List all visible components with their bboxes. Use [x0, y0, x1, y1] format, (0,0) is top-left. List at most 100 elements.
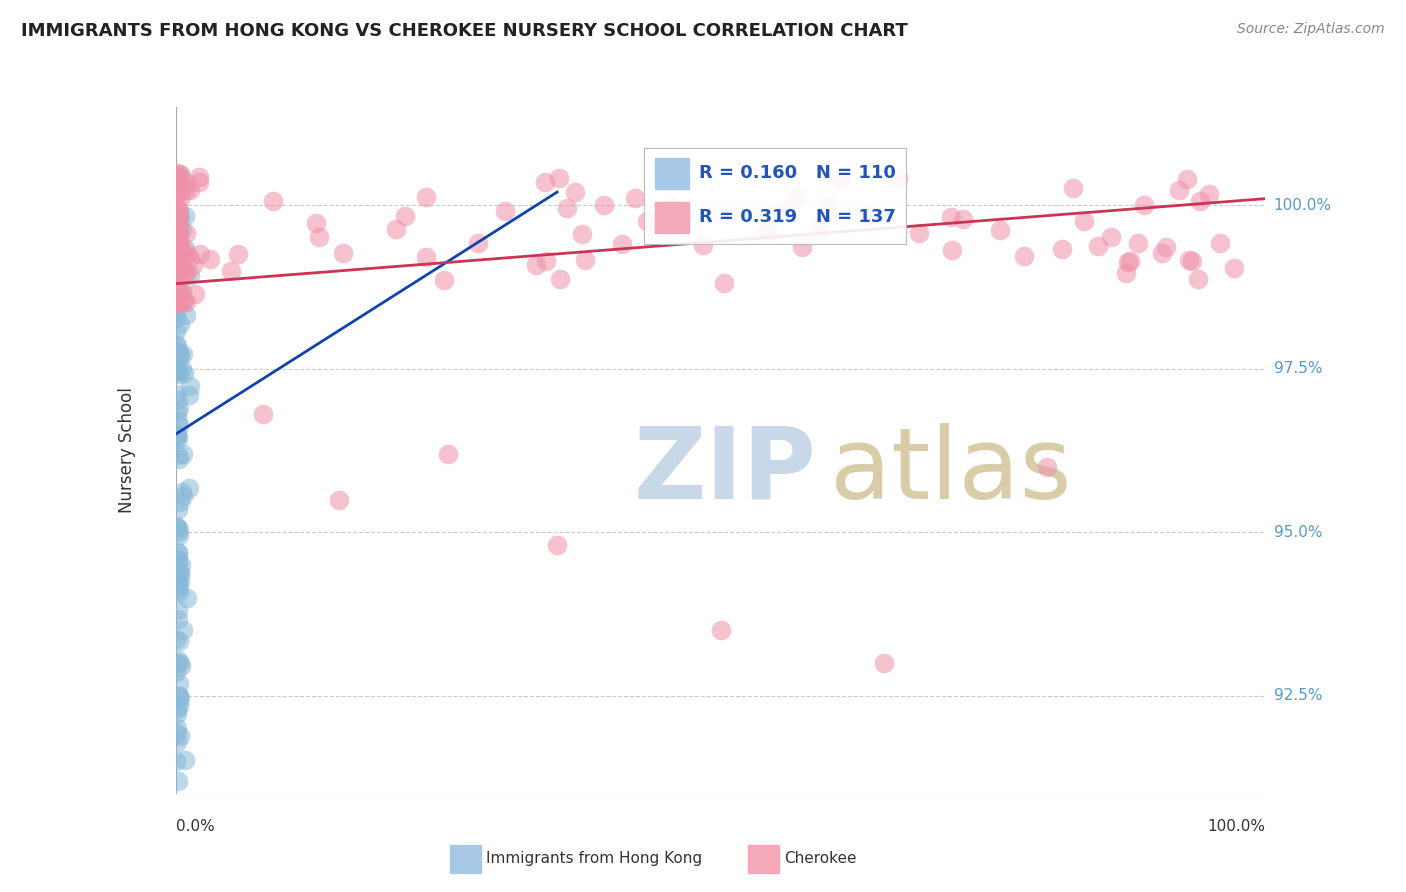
- Point: [166, 546, 188, 560]
- Text: 97.5%: 97.5%: [1274, 361, 1322, 376]
- Point: [166, 502, 188, 516]
- Text: 0.0%: 0.0%: [176, 819, 215, 834]
- Point: [773, 202, 796, 216]
- Point: [494, 203, 516, 218]
- Point: [524, 258, 547, 272]
- Point: [1181, 254, 1204, 268]
- Point: [167, 244, 190, 259]
- Text: Immigrants from Hong Kong: Immigrants from Hong Kong: [486, 851, 703, 866]
- Point: [328, 492, 350, 507]
- Point: [169, 210, 191, 224]
- Bar: [655, 158, 689, 188]
- Point: [308, 229, 330, 244]
- Point: [593, 198, 616, 212]
- Point: [167, 574, 190, 589]
- Point: [198, 252, 221, 267]
- Point: [166, 175, 188, 189]
- Point: [166, 520, 188, 534]
- Point: [188, 247, 211, 261]
- Point: [169, 318, 191, 332]
- Point: [166, 337, 188, 351]
- Point: [187, 169, 209, 184]
- Point: [1187, 272, 1209, 286]
- Point: [167, 452, 190, 467]
- Point: [385, 222, 408, 236]
- Point: [169, 287, 191, 301]
- Point: [165, 268, 187, 283]
- Point: [166, 173, 188, 187]
- Point: [167, 579, 190, 593]
- Point: [166, 218, 188, 232]
- Point: [165, 387, 187, 401]
- Point: [887, 170, 910, 185]
- Point: [166, 166, 188, 180]
- Point: [176, 591, 198, 605]
- Point: [1050, 242, 1073, 256]
- Text: Source: ZipAtlas.com: Source: ZipAtlas.com: [1237, 22, 1385, 37]
- Point: [165, 754, 187, 768]
- Point: [167, 266, 190, 280]
- Point: [170, 260, 193, 274]
- Point: [394, 209, 416, 223]
- Point: [555, 202, 578, 216]
- Point: [166, 256, 188, 270]
- Point: [169, 348, 191, 362]
- Point: [167, 279, 190, 293]
- Point: [1167, 183, 1189, 197]
- Point: [169, 566, 191, 581]
- Point: [1012, 249, 1035, 263]
- Point: [169, 729, 191, 743]
- Point: [166, 247, 188, 261]
- Point: [908, 226, 931, 240]
- Point: [176, 308, 198, 322]
- Point: [174, 241, 197, 255]
- Point: [988, 223, 1011, 237]
- Point: [169, 419, 191, 434]
- Point: [1099, 229, 1122, 244]
- Point: [167, 295, 190, 310]
- Point: [252, 408, 274, 422]
- Point: [467, 235, 489, 250]
- Point: [167, 689, 190, 703]
- Point: [166, 243, 188, 257]
- Point: [179, 183, 201, 197]
- Point: [437, 447, 460, 461]
- Point: [165, 305, 187, 319]
- Point: [807, 224, 830, 238]
- Text: 100.0%: 100.0%: [1208, 819, 1265, 834]
- Point: [167, 271, 190, 285]
- Point: [548, 272, 571, 286]
- Point: [169, 574, 191, 588]
- Point: [166, 224, 188, 238]
- Point: [169, 495, 191, 509]
- Point: [169, 347, 191, 361]
- Point: [167, 203, 190, 218]
- Point: [166, 175, 188, 189]
- Point: [176, 176, 198, 190]
- Point: [166, 260, 188, 274]
- Point: [534, 253, 557, 268]
- Point: [165, 324, 187, 338]
- Point: [165, 344, 187, 359]
- Point: [174, 267, 197, 281]
- Point: [1154, 240, 1177, 254]
- Point: [167, 260, 190, 274]
- Point: [166, 544, 188, 558]
- Point: [166, 405, 188, 419]
- Point: [174, 183, 197, 197]
- Point: [172, 181, 194, 195]
- Point: [166, 365, 188, 379]
- Point: [167, 221, 190, 235]
- Point: [170, 361, 193, 376]
- Point: [174, 294, 197, 309]
- Point: [169, 633, 191, 648]
- Point: [165, 231, 187, 245]
- Text: IMMIGRANTS FROM HONG KONG VS CHEROKEE NURSERY SCHOOL CORRELATION CHART: IMMIGRANTS FROM HONG KONG VS CHEROKEE NU…: [21, 22, 908, 40]
- Point: [169, 691, 191, 706]
- Point: [176, 265, 198, 279]
- Point: [166, 702, 188, 716]
- Point: [181, 258, 204, 272]
- Point: [166, 210, 188, 224]
- Point: [167, 286, 190, 301]
- Point: [661, 200, 683, 214]
